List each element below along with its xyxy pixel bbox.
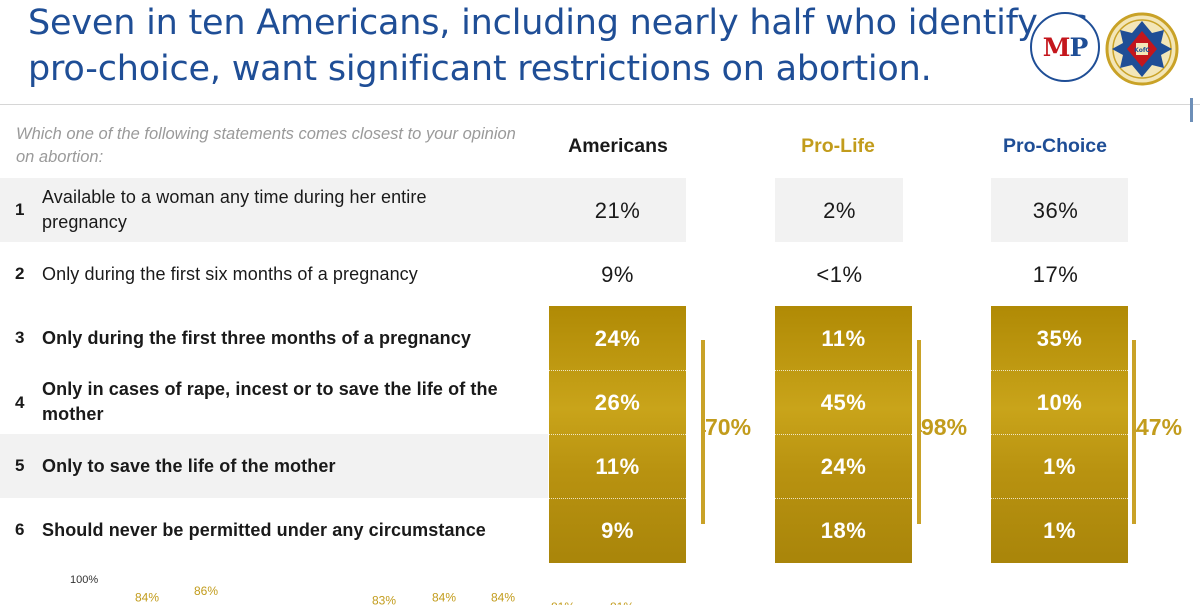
value-r1-americans: 21% (594, 198, 641, 223)
row-1-number: 1 (15, 200, 25, 219)
bracket-total-pro-life: 98% (921, 414, 968, 440)
bracket-tick-pro-life (917, 430, 922, 432)
value-r6-americans: 9% (601, 518, 634, 543)
value-r6-pro-life: 18% (820, 518, 867, 543)
column-header-pro-life: Pro-Life (801, 135, 875, 157)
logos: MP KofC (1030, 12, 1182, 86)
row-2-number: 2 (15, 264, 25, 283)
bracket-total-americans: 70% (705, 414, 752, 440)
separator (549, 498, 686, 499)
value-r1-pro-life: 2% (823, 198, 856, 223)
column-header-americans: Americans (568, 135, 668, 157)
background-point-label: 81% (551, 600, 575, 605)
bracket-pro-choice (1132, 340, 1136, 524)
column-header-pro-choice: Pro-Choice (1002, 135, 1107, 157)
value-r5-americans: 11% (595, 454, 640, 479)
row-1-background-pro-life (775, 178, 903, 242)
background-y-tick-label: 100% (70, 574, 98, 586)
row-1-label: Available to a woman any time during her… (42, 187, 427, 232)
row-3-number: 3 (15, 328, 25, 347)
bracket-tick-americans (701, 430, 706, 432)
value-r4-pro-life: 45% (820, 390, 867, 415)
separator (991, 498, 1128, 499)
background-point-label: 81% (610, 600, 634, 605)
row-5-background (0, 434, 548, 498)
row-4-number: 4 (15, 393, 25, 412)
bracket-pro-life (917, 340, 921, 524)
logo-mp-m: M (1042, 32, 1071, 62)
value-r6-pro-choice: 1% (1043, 518, 1076, 543)
row-3-label: Only during the first three months of a … (42, 328, 471, 348)
bracket-tick-pro-choice (1132, 430, 1137, 432)
value-r2-americans: 9% (601, 262, 634, 287)
row-1-background-pro-choice (991, 178, 1128, 242)
separator (549, 370, 686, 371)
value-r3-americans: 24% (594, 326, 641, 351)
row-6-number: 6 (15, 520, 25, 539)
value-r4-americans: 26% (594, 390, 641, 415)
bracket-americans (701, 340, 705, 524)
value-r3-pro-choice: 35% (1036, 326, 1083, 351)
kofc-text: KofC (1134, 47, 1150, 54)
background-point-label: 80% (966, 603, 990, 605)
separator (991, 434, 1128, 435)
value-r2-pro-choice: 17% (1032, 262, 1079, 287)
header-divider (0, 104, 1200, 105)
separator (991, 370, 1128, 371)
title-line-1: Seven in ten Americans, including nearly… (28, 3, 1088, 43)
background-point-label: 86% (194, 584, 218, 598)
separator (775, 370, 912, 371)
value-r2-pro-life: <1% (816, 262, 863, 287)
row-1-background (0, 178, 686, 242)
value-r5-pro-life: 24% (820, 454, 867, 479)
page-title: Seven in ten Americans, including nearly… (28, 0, 1088, 92)
value-r3-pro-life: 11% (821, 326, 866, 351)
separator (549, 434, 686, 435)
separator (775, 434, 912, 435)
knights-of-columbus-logo: KofC (1105, 12, 1179, 86)
background-point-label: 84% (432, 590, 456, 604)
value-r1-pro-choice: 36% (1032, 198, 1079, 223)
bracket-total-pro-choice: 47% (1136, 414, 1183, 440)
value-r5-pro-choice: 1% (1043, 454, 1076, 479)
separator (775, 498, 912, 499)
row-5-label: Only to save the life of the mother (42, 456, 336, 476)
row-6-label: Should never be permitted under any circ… (42, 520, 486, 540)
background-point-label: 83% (372, 594, 396, 605)
logo-mp-p: P (1069, 32, 1088, 62)
question-text: Which one of the following statements co… (16, 125, 516, 166)
value-r4-pro-choice: 10% (1036, 390, 1083, 415)
row-2-label: Only during the first six months of a pr… (42, 264, 418, 284)
marist-poll-logo: MP (1030, 12, 1100, 82)
background-point-label: 84% (135, 590, 159, 604)
background-point-label: 84% (491, 590, 515, 604)
background-line-chart: 100%84%86%79%79%83%84%84%81%81%79%80% (70, 574, 990, 605)
row-5-number: 5 (15, 456, 25, 475)
row-4-label: Only in cases of rape, incest or to save… (42, 379, 498, 424)
title-line-2: pro-choice, want significant restriction… (28, 49, 932, 89)
edge-marker (1190, 98, 1193, 122)
